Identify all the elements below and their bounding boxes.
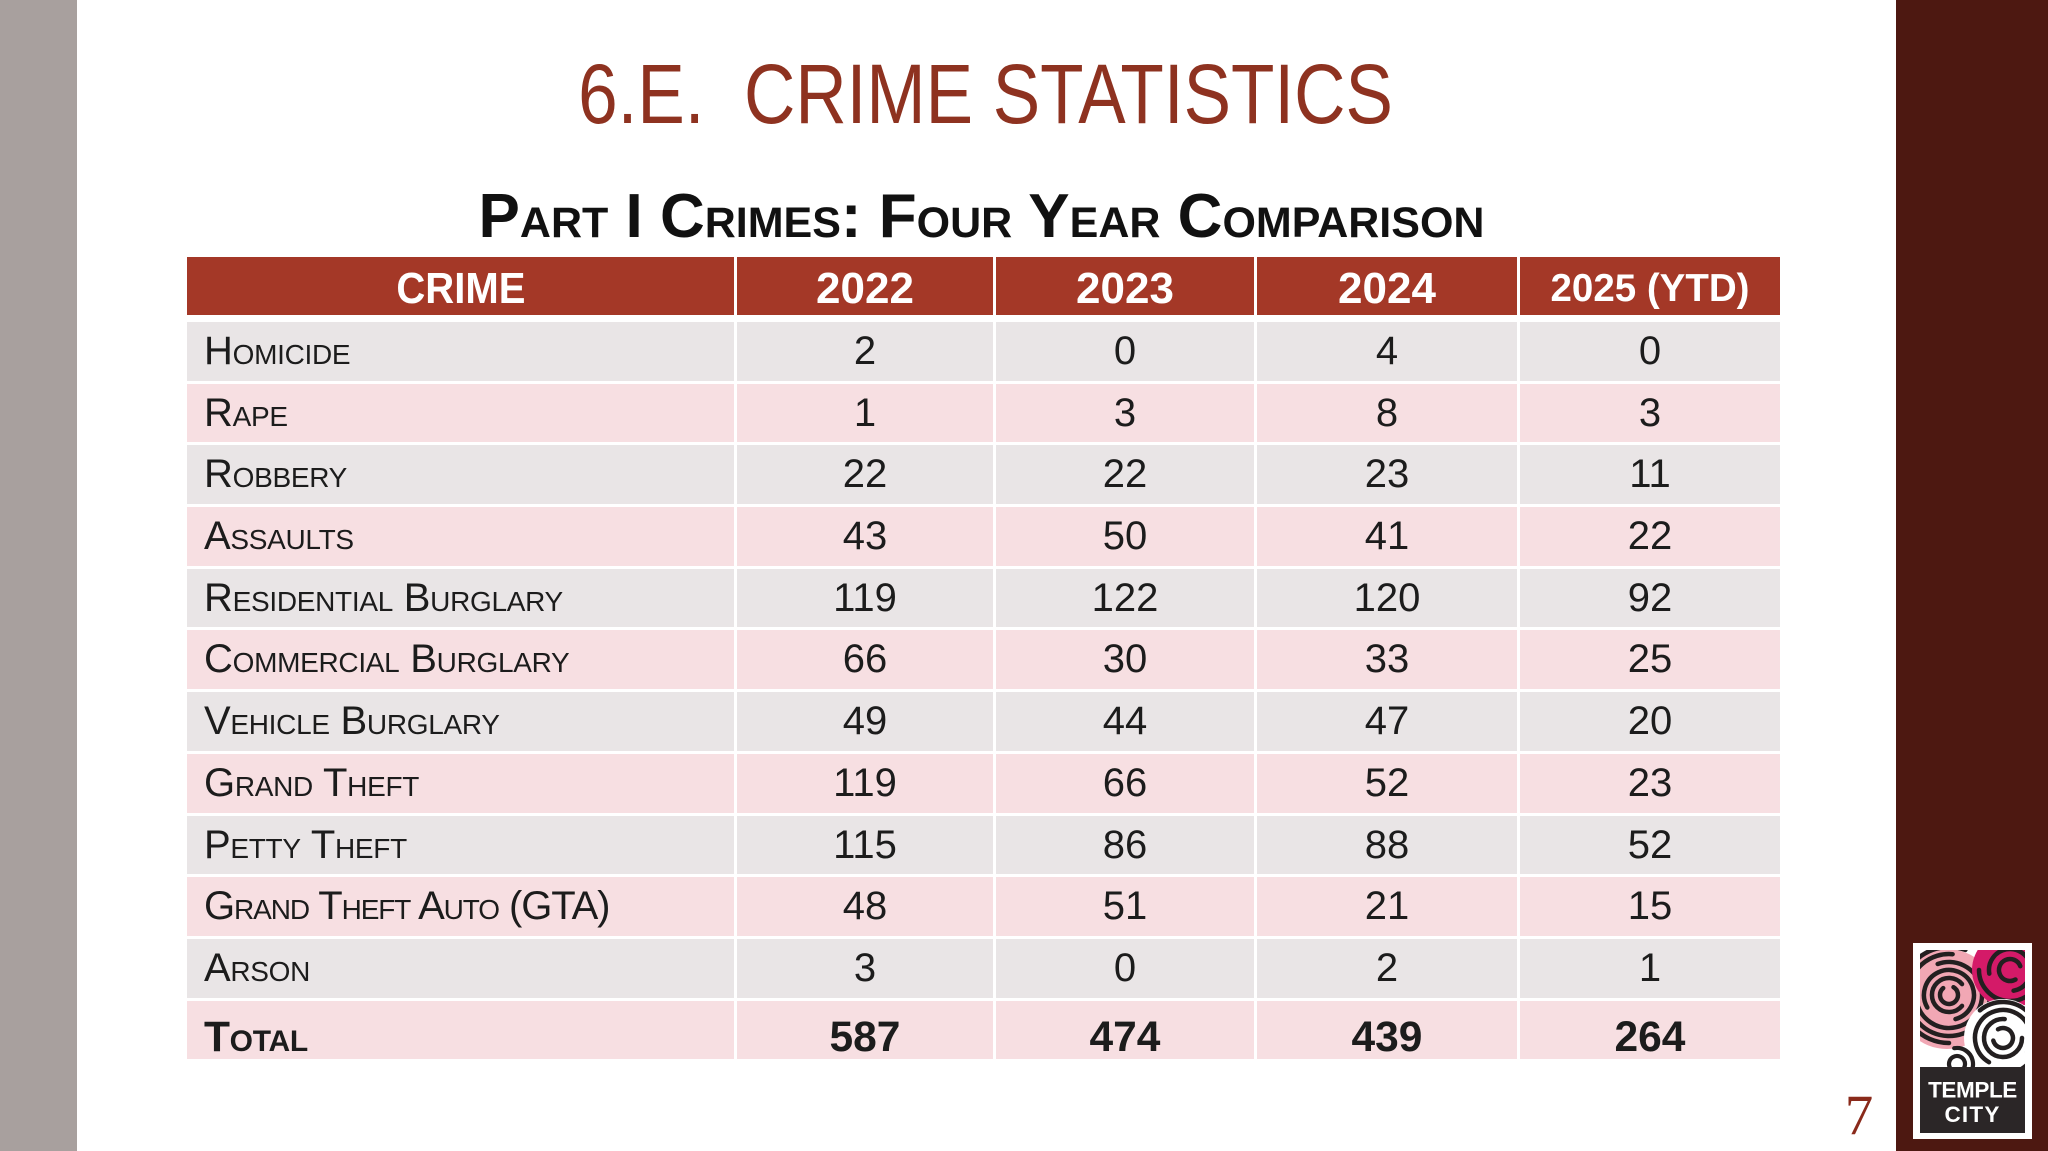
svg-text:CITY: CITY bbox=[1944, 1102, 2000, 1127]
svg-text:TEMPLE: TEMPLE bbox=[1928, 1078, 2017, 1103]
